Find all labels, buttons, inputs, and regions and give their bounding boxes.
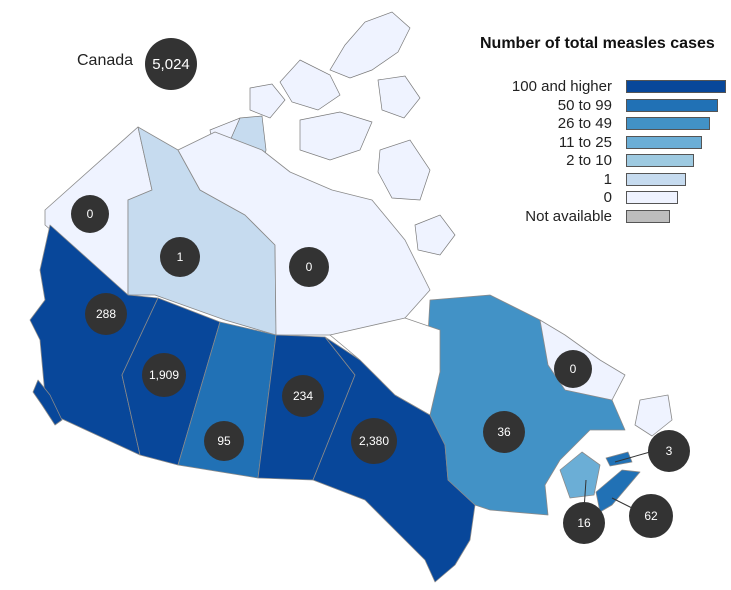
legend-swatch	[626, 172, 686, 186]
legend-label: 26 to 49	[557, 115, 612, 132]
legend-item: 2 to 10	[470, 152, 730, 171]
bubble-nunavut: 0	[289, 247, 329, 287]
region-prince-edward-island	[605, 451, 633, 467]
legend-swatch	[626, 80, 726, 93]
legend-label: Not available	[525, 207, 612, 225]
legend-label: 2 to 10	[566, 152, 612, 169]
legend-item: 11 to 25	[470, 134, 730, 153]
bubble-newfoundland-labrador: 0	[554, 350, 592, 388]
region-nunavut	[177, 131, 431, 336]
legend-item: 50 to 99	[470, 97, 730, 116]
bubble-northwest-territories: 1	[160, 237, 200, 277]
bubble-new-brunswick: 16	[563, 502, 605, 544]
legend-label: 1	[603, 170, 612, 188]
region-newfoundland-island	[634, 394, 673, 437]
legend-item: Not available	[470, 208, 730, 227]
bubble-alberta: 1,909	[142, 353, 186, 397]
legend-swatch	[626, 117, 710, 130]
legend-label: 11 to 25	[558, 133, 612, 151]
legend-item: 0	[470, 189, 730, 208]
legend-label: 100 and higher	[511, 78, 612, 95]
legend-swatch	[626, 135, 702, 149]
legend-swatch	[626, 191, 678, 204]
bubble-prince-edward-island: 3	[648, 430, 690, 472]
hudson-bay	[329, 317, 441, 416]
bubble-ontario: 2,380	[351, 418, 397, 464]
legend-label: 0	[603, 189, 612, 206]
region-nunavut-islands	[329, 11, 411, 79]
legend-title: Number of total measles cases	[480, 35, 715, 52]
legend-label: 50 to 99	[557, 96, 612, 114]
legend-item: 26 to 49	[470, 115, 730, 134]
legend: 100 and higher 50 to 99 26 to 49 11 to 2…	[470, 78, 730, 226]
bubble-british-columbia: 288	[85, 293, 127, 335]
region-vancouver-island	[32, 379, 63, 426]
mainland-provinces	[29, 126, 673, 583]
bubble-saskatchewan: 95	[204, 421, 244, 461]
legend-swatch	[626, 209, 670, 223]
region-new-brunswick	[559, 451, 601, 499]
bubble-nova-scotia: 62	[629, 494, 673, 538]
legend-item: 100 and higher	[470, 78, 730, 97]
legend-swatch	[626, 154, 694, 167]
bubble-manitoba: 234	[282, 375, 324, 417]
total-cases-bubble: 5,024	[145, 38, 197, 90]
bubble-yukon: 0	[71, 195, 109, 233]
total-label: Canada	[77, 52, 134, 69]
legend-item: 1	[470, 171, 730, 190]
bubble-quebec: 36	[483, 411, 525, 453]
legend-swatch	[626, 98, 718, 112]
